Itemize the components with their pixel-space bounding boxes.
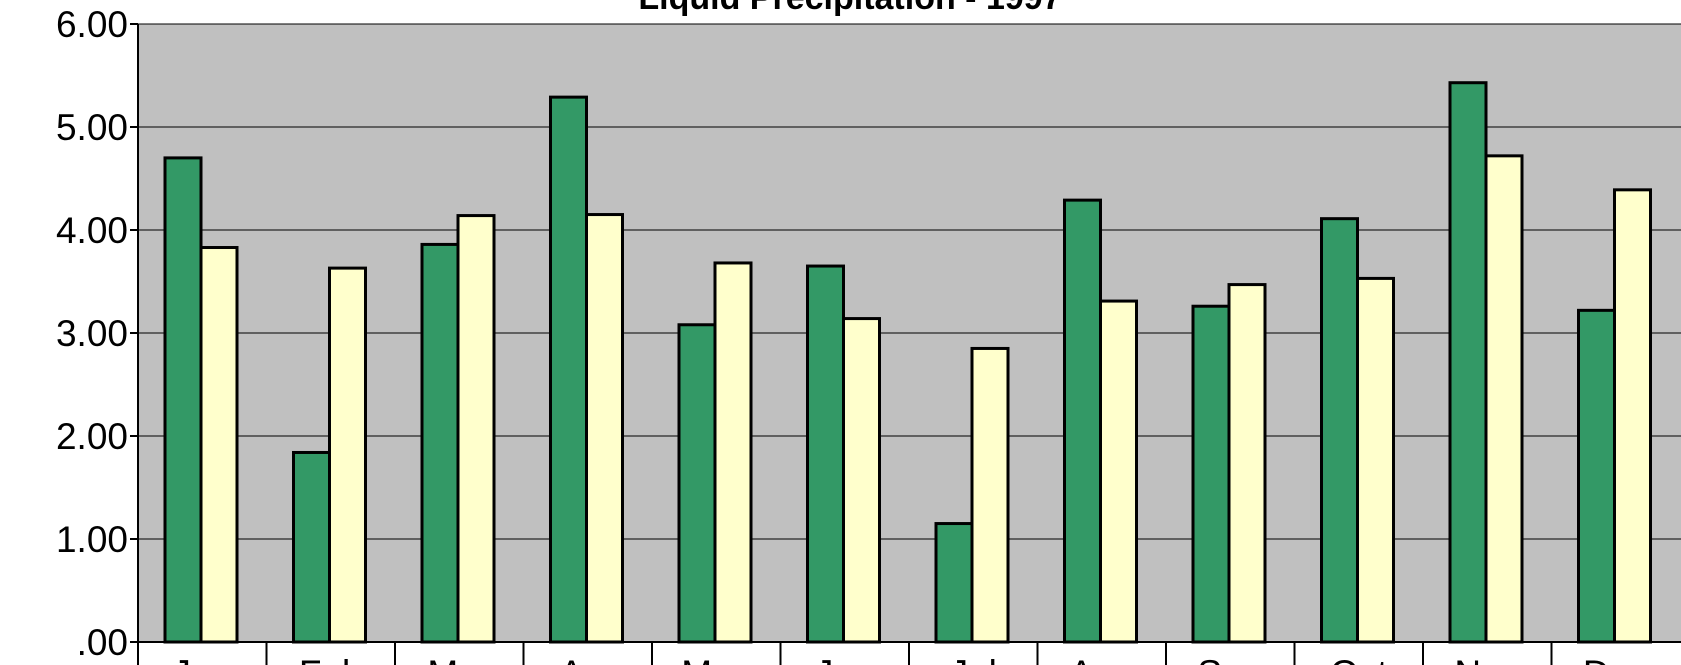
x-tick-label: Dec <box>1583 653 1649 665</box>
y-tick-label: 5.00 <box>56 107 128 148</box>
x-axis-ticks: Jan Feb Mar Apr May Jun Jul Aug Sep Oct Nov Dec <box>172 642 1649 665</box>
x-tick-label: Nov <box>1454 653 1520 665</box>
y-axis-ticks: .00 1.00 2.00 3.00 4.00 5.00 6.00 <box>56 4 138 663</box>
bars <box>163 81 1652 644</box>
bar <box>199 246 239 644</box>
bar <box>934 522 974 644</box>
x-tick-label: Oct <box>1330 653 1388 665</box>
x-tick-label: Feb <box>299 653 363 665</box>
bar <box>1063 198 1102 644</box>
x-tick-label: Apr <box>559 653 617 665</box>
bar <box>1320 217 1359 644</box>
x-tick-label: Mar <box>427 653 491 665</box>
y-tick-label: 4.00 <box>56 210 128 251</box>
x-tick-label: Sep <box>1197 653 1263 665</box>
bar <box>1099 299 1138 644</box>
bar <box>1613 188 1652 644</box>
y-tick-label: 3.00 <box>56 313 128 354</box>
bar <box>585 213 624 644</box>
bar <box>713 261 753 644</box>
chart-title: Liquid Precipitation - 1997 <box>638 0 1061 17</box>
bar <box>549 95 588 644</box>
gridlines <box>138 23 1681 540</box>
y-tick-label: 2.00 <box>56 416 128 457</box>
bar <box>328 266 367 644</box>
bar <box>163 156 203 644</box>
bar <box>420 242 460 644</box>
x-tick-label: Jul <box>950 653 997 665</box>
x-tick-label: Jun <box>815 653 875 665</box>
bar <box>842 317 881 644</box>
bar <box>456 214 496 644</box>
bar <box>1356 276 1395 644</box>
bar <box>1191 304 1231 644</box>
bar <box>806 264 845 644</box>
bar <box>970 346 1010 644</box>
x-tick-label: Aug <box>1069 653 1135 665</box>
x-tick-label: May <box>681 653 751 665</box>
x-tick-label: Jan <box>172 653 232 665</box>
bar <box>292 450 331 644</box>
bar <box>1577 308 1616 644</box>
bar <box>1227 283 1267 644</box>
bar <box>1448 81 1488 644</box>
y-tick-label: 1.00 <box>56 519 128 560</box>
bar <box>677 323 717 644</box>
y-tick-label: 6.00 <box>56 4 128 45</box>
y-tick-label: .00 <box>77 622 128 663</box>
bar <box>1484 154 1524 644</box>
